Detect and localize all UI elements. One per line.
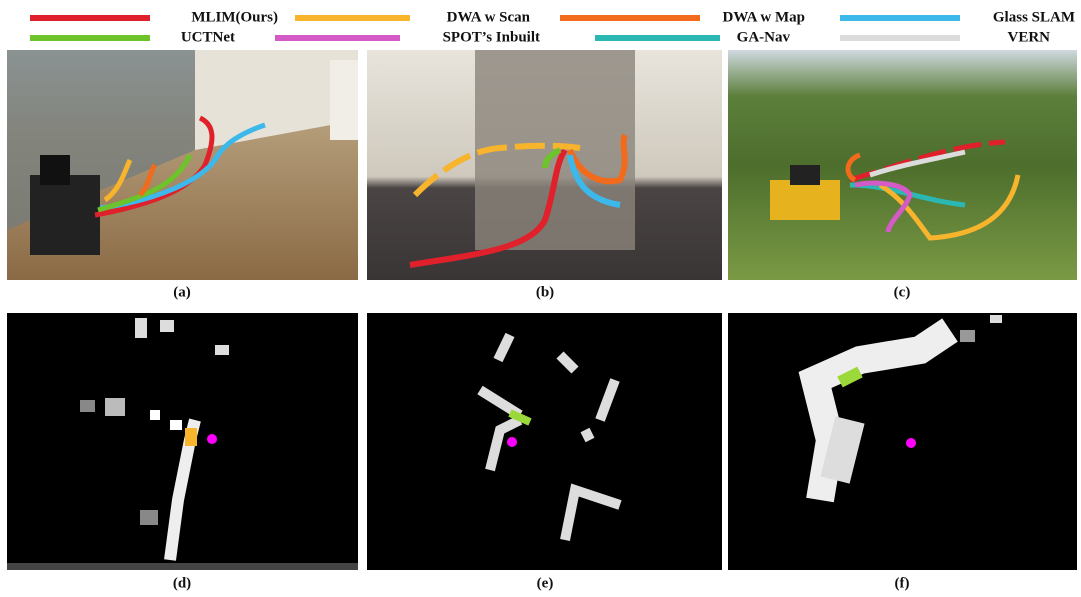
panel-label: (e) bbox=[537, 575, 554, 591]
figure: MLIM(Ours) DWA w Scan DWA w Map Glass SLAM U… bbox=[0, 0, 1081, 597]
photo-b bbox=[367, 50, 722, 280]
panel-label: (b) bbox=[536, 284, 554, 300]
legend-label: DWA w Map bbox=[722, 9, 805, 25]
legend-label: MLIM(Ours) bbox=[191, 9, 278, 25]
legend-label: GA-Nav bbox=[737, 29, 791, 45]
photo-a bbox=[7, 50, 358, 280]
map-e bbox=[367, 313, 722, 570]
panel-label: (d) bbox=[173, 575, 191, 591]
legend: MLIM(Ours) DWA w Scan DWA w Map Glass SLAM U… bbox=[30, 9, 1075, 45]
panel-label: (c) bbox=[894, 284, 911, 300]
legend-label: Glass SLAM bbox=[993, 9, 1075, 25]
legend-label: VERN bbox=[1007, 29, 1050, 45]
map-d bbox=[7, 313, 358, 570]
map-f bbox=[728, 313, 1077, 570]
panel-label: (a) bbox=[173, 284, 191, 300]
photo-c bbox=[728, 50, 1077, 280]
legend-label: DWA w Scan bbox=[447, 9, 531, 25]
legend-label: UCTNet bbox=[181, 29, 235, 45]
panel-label: (f) bbox=[895, 575, 910, 591]
legend-label: SPOT’s Inbuilt bbox=[443, 29, 540, 45]
